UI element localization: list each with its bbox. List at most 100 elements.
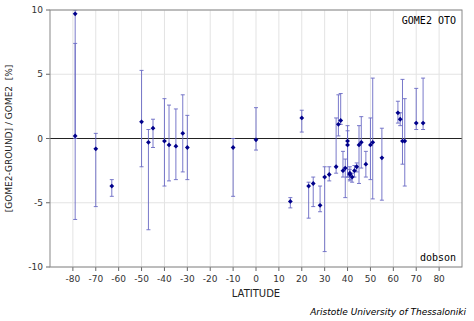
tick-mark — [393, 267, 394, 271]
error-bar — [151, 119, 155, 147]
point — [185, 145, 190, 150]
error-bar — [185, 115, 189, 179]
tick-mark — [416, 267, 417, 271]
tick-label: 10 — [273, 274, 285, 284]
grid-line — [50, 202, 462, 203]
error-bar — [339, 94, 343, 125]
tick-mark — [118, 267, 119, 271]
error-bar — [231, 139, 235, 197]
point — [345, 143, 350, 148]
point — [327, 172, 332, 177]
point — [336, 122, 341, 127]
error-bar — [140, 70, 144, 166]
y-axis-label: [GOME2-GROUND] / GOME2 [%] — [4, 65, 14, 213]
tick-mark — [95, 267, 96, 271]
tick-mark — [278, 267, 279, 271]
point — [343, 166, 348, 171]
point — [414, 121, 419, 126]
point — [93, 146, 98, 151]
error-bar — [110, 180, 114, 197]
error-bar — [174, 109, 178, 180]
error-bar — [311, 177, 315, 207]
tick-label: -50 — [134, 274, 149, 284]
error-bar — [300, 110, 304, 132]
grid — [50, 10, 462, 267]
point — [421, 121, 426, 126]
error-bar — [254, 108, 258, 150]
error-bar — [94, 133, 98, 206]
error-bar — [327, 167, 331, 181]
point — [370, 140, 375, 145]
error-bar — [357, 126, 361, 184]
point — [109, 184, 114, 189]
error-bar — [400, 79, 404, 164]
footer: Aristotle University of Thessaloniki — [309, 307, 466, 317]
point — [306, 184, 311, 189]
tick-mark — [370, 267, 371, 271]
tick-label: -10 — [226, 274, 241, 284]
error-bar — [162, 99, 166, 186]
tick-label: 40 — [342, 274, 354, 284]
error-bar — [380, 128, 384, 200]
error-bar — [73, 43, 77, 219]
point — [402, 139, 407, 144]
tick-label: -5 — [34, 198, 43, 208]
tick-label: 5 — [37, 69, 43, 79]
point — [167, 143, 172, 148]
tick-mark — [46, 10, 50, 11]
x-axis-label: LATITUDE — [232, 288, 280, 299]
tick-label: -10 — [28, 262, 43, 272]
annotation: GOME2 OTO — [402, 15, 456, 26]
tick-label: -30 — [180, 274, 195, 284]
error-bar — [288, 198, 292, 208]
tick-label: -80 — [66, 274, 81, 284]
point — [359, 140, 364, 145]
point — [338, 118, 343, 123]
tick-label: 0 — [37, 134, 43, 144]
chart: -80-70-60-50-40-30-20-100102030405060708… — [0, 0, 474, 321]
tick-mark — [72, 267, 73, 271]
error-bar — [307, 182, 311, 218]
point — [288, 199, 293, 204]
error-bar — [421, 78, 425, 129]
error-bar — [359, 117, 363, 168]
tick-label: 0 — [253, 274, 259, 284]
annotation: dobson — [420, 252, 456, 263]
tick-mark — [301, 267, 302, 271]
point — [354, 164, 359, 169]
tick-label: 30 — [319, 274, 331, 284]
error-bar — [146, 130, 150, 230]
point — [173, 144, 178, 149]
point — [398, 117, 403, 122]
error-bar — [341, 151, 345, 177]
error-bar — [323, 167, 327, 252]
error-bar — [318, 186, 322, 212]
point — [347, 171, 352, 176]
tick-label: -60 — [111, 274, 126, 284]
error-bar — [364, 151, 368, 177]
tick-mark — [46, 267, 50, 268]
tick-mark — [187, 267, 188, 271]
error-bar — [414, 88, 418, 129]
tick-mark — [233, 267, 234, 271]
point — [318, 203, 323, 208]
tick-label: 80 — [433, 274, 445, 284]
point — [231, 145, 236, 150]
tick-mark — [46, 138, 50, 139]
point — [363, 162, 368, 167]
tick-mark — [439, 267, 440, 271]
point — [299, 116, 304, 121]
tick-label: -20 — [203, 274, 218, 284]
point — [151, 126, 156, 131]
error-bar — [343, 159, 347, 198]
error-bar — [336, 95, 340, 136]
point — [322, 175, 327, 180]
point — [334, 164, 339, 169]
point — [379, 155, 384, 160]
point — [396, 110, 401, 115]
tick-label: -40 — [157, 274, 172, 284]
point — [352, 168, 357, 173]
error-bar — [368, 118, 372, 180]
plot-area — [50, 10, 462, 267]
tick-mark — [347, 267, 348, 271]
